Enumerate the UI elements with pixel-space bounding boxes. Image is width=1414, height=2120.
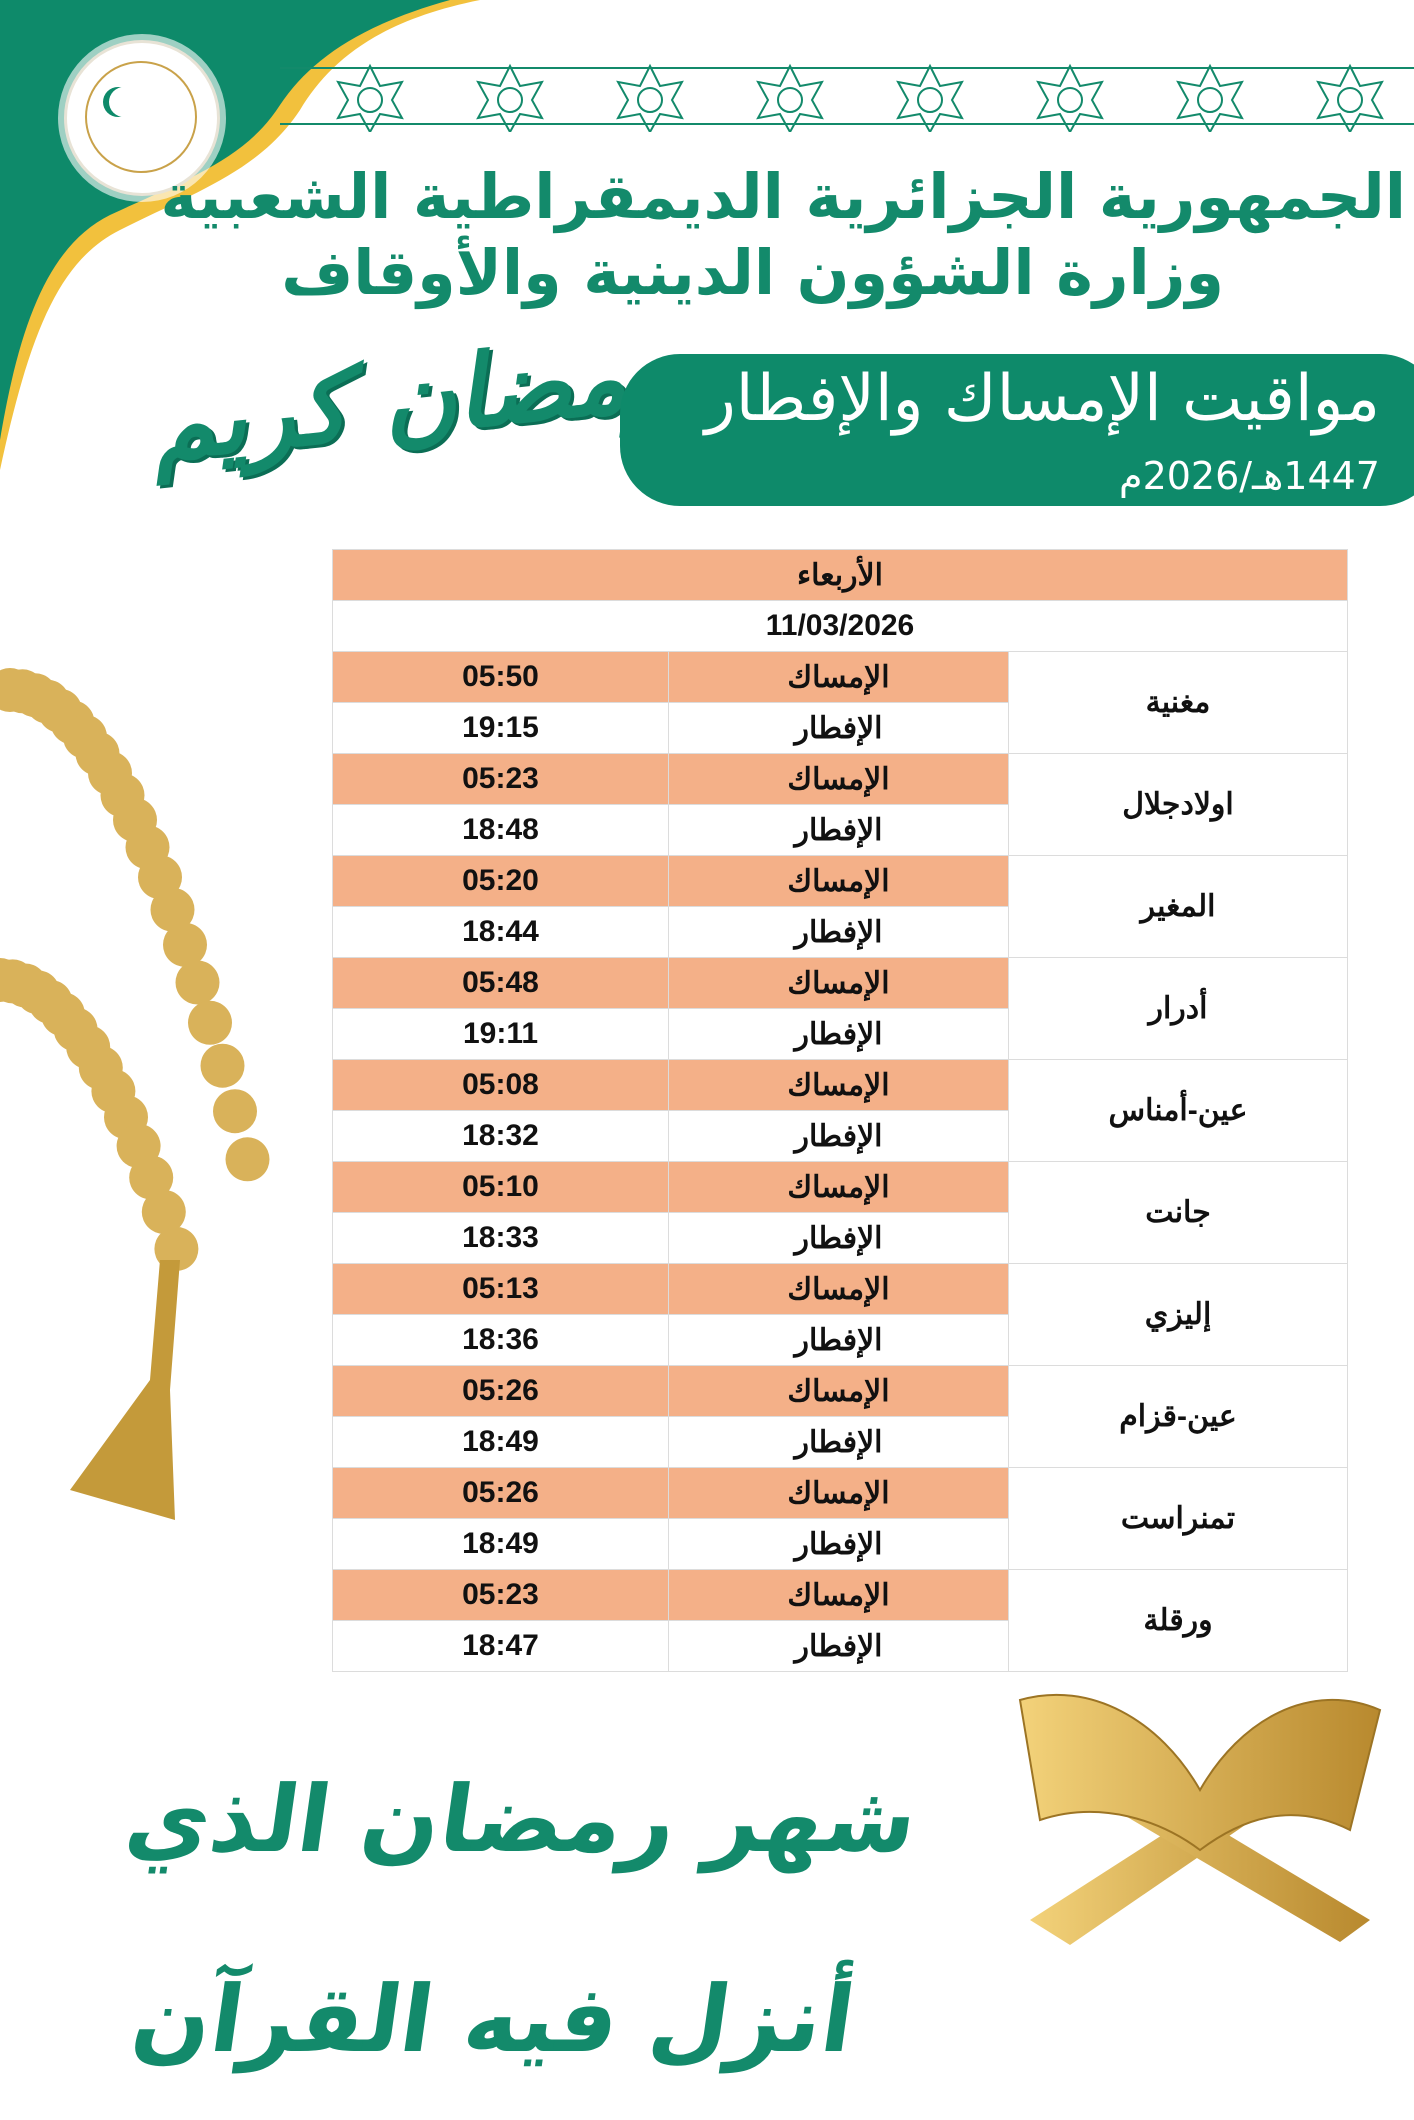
imsak-label: الإمساك xyxy=(668,1467,1009,1519)
imsak-label: الإمساك xyxy=(668,1161,1009,1213)
ministry-logo xyxy=(64,40,220,196)
city-name: جانت xyxy=(1008,1161,1348,1264)
iftar-time: 19:11 xyxy=(332,1008,669,1060)
imsak-time: 05:48 xyxy=(332,957,669,1009)
iftar-label: الإفطار xyxy=(668,1518,1009,1570)
bead xyxy=(175,960,220,1005)
iftar-row: الإفطار 18:47 xyxy=(332,1620,1348,1672)
iftar-time: 18:33 xyxy=(332,1212,669,1264)
imsak-label: الإمساك xyxy=(668,1263,1009,1315)
banner-title: مواقيت الإمساك والإفطار xyxy=(704,362,1380,436)
city-name: عين-أمناس xyxy=(1008,1059,1348,1162)
iftar-label: الإفطار xyxy=(668,1212,1009,1264)
bead xyxy=(150,887,195,932)
imsak-time: 05:26 xyxy=(332,1467,669,1519)
iftar-time: 18:49 xyxy=(332,1416,669,1468)
iftar-time: 18:47 xyxy=(332,1620,669,1672)
city-name: مغنية xyxy=(1008,651,1348,754)
imsak-label: الإمساك xyxy=(668,855,1009,907)
iftar-label: الإفطار xyxy=(668,1416,1009,1468)
imsak-time: 05:10 xyxy=(332,1161,669,1213)
prayer-beads-decoration xyxy=(0,668,270,1520)
iftar-row: الإفطار 19:11 xyxy=(332,1008,1348,1060)
imsak-row: عين-أمناس الإمساك 05:08 xyxy=(332,1059,1348,1162)
bead xyxy=(225,1137,270,1182)
iftar-row: الإفطار 18:44 xyxy=(332,906,1348,958)
city-name: إليزي xyxy=(1008,1263,1348,1366)
imsak-row: مغنية الإمساك 05:50 xyxy=(332,651,1348,754)
imsak-label: الإمساك xyxy=(668,651,1009,703)
imsak-time: 05:23 xyxy=(332,1569,669,1621)
iftar-row: الإفطار 19:15 xyxy=(332,702,1348,754)
banner-year: 1447هـ/2026م xyxy=(1119,454,1380,498)
crescent-icon xyxy=(109,87,139,117)
quran-book-icon xyxy=(1018,1693,1382,1945)
islamic-star-pattern xyxy=(280,63,1414,132)
city-name: ورقلة xyxy=(1008,1569,1348,1672)
city-name: تمنراست xyxy=(1008,1467,1348,1570)
iftar-time: 18:36 xyxy=(332,1314,669,1366)
bead xyxy=(154,1226,199,1271)
imsak-label: الإمساك xyxy=(668,753,1009,805)
iftar-time: 19:15 xyxy=(332,702,669,754)
imsak-label: الإمساك xyxy=(668,1569,1009,1621)
iftar-time: 18:44 xyxy=(332,906,669,958)
bead xyxy=(188,1000,232,1045)
iftar-label: الإفطار xyxy=(668,1110,1009,1162)
iftar-time: 18:49 xyxy=(332,1518,669,1570)
iftar-row: الإفطار 18:33 xyxy=(332,1212,1348,1264)
city-name: عين-قزام xyxy=(1008,1365,1348,1468)
ministry-title: وزارة الشؤون الدينية والأوقاف xyxy=(281,236,1224,309)
imsak-time: 05:20 xyxy=(332,855,669,907)
city-name: المغير xyxy=(1008,855,1348,958)
iftar-label: الإفطار xyxy=(668,906,1009,958)
imsak-row: عين-قزام الإمساك 05:26 xyxy=(332,1365,1348,1468)
city-name: اولادجلال xyxy=(1008,753,1348,856)
iftar-time: 18:48 xyxy=(332,804,669,856)
prayer-times-table: الأربعاء 11/03/2026 مغنية الإمساك 05:50 الإ… xyxy=(332,549,1348,1672)
bead xyxy=(213,1089,257,1134)
bead xyxy=(200,1043,245,1088)
imsak-row: ورقلة الإمساك 05:23 xyxy=(332,1569,1348,1672)
iftar-label: الإفطار xyxy=(668,1620,1009,1672)
iftar-row: الإفطار 18:32 xyxy=(332,1110,1348,1162)
bead xyxy=(129,1155,174,1200)
iftar-label: الإفطار xyxy=(668,702,1009,754)
imsak-label: الإمساك xyxy=(668,957,1009,1009)
imsak-row: المغير الإمساك 05:20 xyxy=(332,855,1348,958)
title-banner: مواقيت الإمساك والإفطار 1447هـ/2026م xyxy=(620,354,1414,506)
day-header: الأربعاء xyxy=(332,549,1348,601)
iftar-label: الإفطار xyxy=(668,804,1009,856)
imsak-row: إليزي الإمساك 05:13 xyxy=(332,1263,1348,1366)
imsak-row: أدرار الإمساك 05:48 xyxy=(332,957,1348,1060)
imsak-time: 05:26 xyxy=(332,1365,669,1417)
quran-verse-calligraphy: شهر رمضان الذي أنزل فيه القرآن xyxy=(119,1766,924,2073)
iftar-time: 18:32 xyxy=(332,1110,669,1162)
date-header: 11/03/2026 xyxy=(332,600,1348,652)
imsak-row: جانت الإمساك 05:10 xyxy=(332,1161,1348,1264)
tassel xyxy=(70,1260,180,1520)
imsak-time: 05:13 xyxy=(332,1263,669,1315)
imsak-row: اولادجلال الإمساك 05:23 xyxy=(332,753,1348,856)
imsak-row: تمنراست الإمساك 05:26 xyxy=(332,1467,1348,1570)
iftar-row: الإفطار 18:48 xyxy=(332,804,1348,856)
imsak-label: الإمساك xyxy=(668,1365,1009,1417)
imsak-time: 05:23 xyxy=(332,753,669,805)
bead xyxy=(163,922,207,967)
imsak-time: 05:08 xyxy=(332,1059,669,1111)
city-name: أدرار xyxy=(1008,957,1348,1060)
imsak-label: الإمساك xyxy=(668,1059,1009,1111)
iftar-label: الإفطار xyxy=(668,1008,1009,1060)
iftar-label: الإفطار xyxy=(668,1314,1009,1366)
iftar-row: الإفطار 18:36 xyxy=(332,1314,1348,1366)
imsak-time: 05:50 xyxy=(332,651,669,703)
bead xyxy=(141,1189,186,1234)
country-title: الجمهورية الجزائرية الديمقراطية الشعبية xyxy=(160,160,1406,233)
